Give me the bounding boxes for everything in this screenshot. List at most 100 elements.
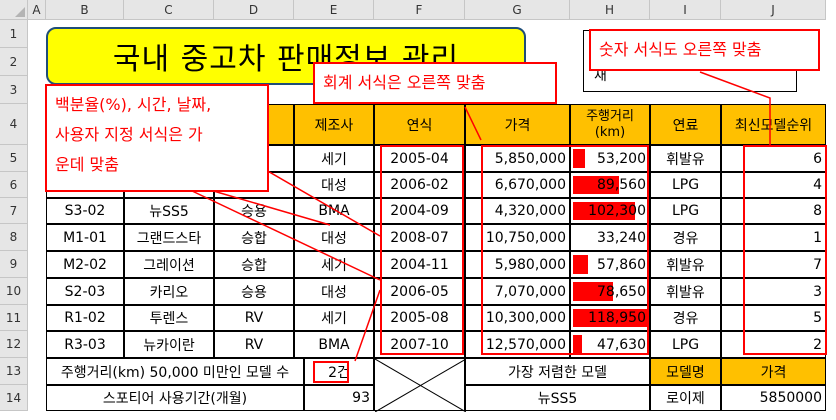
cell-maker[interactable]: 대성 (294, 224, 374, 251)
cell-price[interactable]: 4,320,000 (465, 198, 570, 224)
column-header-f[interactable]: F (374, 0, 465, 20)
callout-percent[interactable]: 백분율(%), 시간, 날짜, 사용자 지정 서식은 가 운데 맞춤 (45, 84, 269, 192)
cell-price[interactable]: 10,300,000 (465, 305, 570, 331)
cell-fuel[interactable]: 휘발유 (650, 278, 721, 305)
row-header-9[interactable]: 9 (0, 251, 28, 278)
column-header-c[interactable]: C (124, 0, 214, 20)
row-header-7[interactable]: 7 (0, 198, 28, 224)
price-value[interactable]: 5850000 (721, 385, 826, 411)
select-all-corner[interactable] (0, 0, 28, 20)
cell-maker[interactable]: 세기 (294, 305, 374, 331)
column-header-j[interactable]: J (721, 0, 826, 20)
header-year[interactable]: 연식 (374, 104, 465, 145)
cell-fuel[interactable]: LPG (650, 172, 721, 198)
callout-number[interactable]: 숫자 서식도 오른쪽 맞춤 (589, 29, 820, 71)
column-header-b[interactable]: B (46, 0, 124, 20)
row-header-1[interactable]: 1 (0, 20, 28, 48)
cell-code[interactable]: M2-02 (46, 251, 124, 278)
cell-type[interactable]: RV (214, 331, 294, 358)
row-header-5[interactable]: 5 (0, 145, 28, 172)
cell-price[interactable]: 5,980,000 (465, 251, 570, 278)
cell-model-text: 뉴카이란 (143, 337, 195, 354)
column-header-g[interactable]: G (465, 0, 570, 20)
callout-accounting[interactable]: 회계 서식은 오른쪽 맞춤 (313, 62, 557, 104)
summary-value-2[interactable]: 93 (304, 385, 374, 411)
cell-fuel[interactable]: 휘발유 (650, 145, 721, 172)
cell-mileage[interactable]: 47,630 (570, 331, 650, 358)
crossed-out-cell[interactable] (374, 358, 466, 412)
cell-type-text: RV (244, 310, 264, 326)
cell-mileage[interactable]: 118,950 (570, 305, 650, 331)
summary-value-1[interactable]: 2건 (304, 358, 374, 385)
cell-price[interactable]: 7,070,000 (465, 278, 570, 305)
row-header-4[interactable]: 4 (0, 104, 28, 145)
row-header-6[interactable]: 6 (0, 172, 28, 198)
model-name-header[interactable]: 모델명 (650, 358, 721, 385)
header-fuel[interactable]: 연료 (650, 104, 721, 145)
cell-fuel[interactable]: 휘발유 (650, 251, 721, 278)
cell-mileage[interactable]: 89,560 (570, 172, 650, 198)
cell-rank-text: 2 (813, 336, 822, 353)
cell-fuel[interactable]: LPG (650, 331, 721, 358)
cell-mileage[interactable]: 33,240 (570, 224, 650, 251)
cell-code[interactable]: S2-03 (46, 278, 124, 305)
row-header-2[interactable]: 2 (0, 48, 28, 76)
model-name-value[interactable]: 로이제 (650, 385, 721, 411)
row-header-10[interactable]: 10 (0, 278, 28, 305)
cell-mileage[interactable]: 53,200 (570, 145, 650, 172)
cell-price[interactable]: 10,750,000 (465, 224, 570, 251)
cell-price[interactable]: 6,670,000 (465, 172, 570, 198)
cell-mileage[interactable]: 57,860 (570, 251, 650, 278)
mileage-databar (573, 282, 614, 301)
column-header-e[interactable]: E (294, 0, 374, 20)
summary-label-2[interactable]: 스포티어 사용기간(개월) (46, 385, 304, 411)
cell-maker[interactable]: 세기 (294, 251, 374, 278)
cell-fuel[interactable]: LPG (650, 198, 721, 224)
cell-fuel-text: 경유 (672, 311, 699, 327)
cell-maker[interactable]: BMA (294, 331, 374, 358)
column-header-i[interactable]: I (650, 0, 721, 20)
cheapest-label[interactable]: 가장 저렴한 모델 (465, 358, 650, 385)
row-header-3[interactable]: 3 (0, 76, 28, 104)
cell-model[interactable]: 뉴SS5 (124, 198, 214, 224)
cell-mileage[interactable]: 102,300 (570, 198, 650, 224)
row-header-13[interactable]: 13 (0, 358, 28, 385)
cell-code[interactable]: R1-02 (46, 305, 124, 331)
row-header-11[interactable]: 11 (0, 305, 28, 331)
cell-model[interactable]: 카리오 (124, 278, 214, 305)
cell-maker[interactable]: 대성 (294, 172, 374, 198)
header-mileage[interactable]: 주행거리 (km) (570, 104, 650, 145)
cell-type[interactable]: 승용 (214, 278, 294, 305)
cell-code[interactable]: R3-03 (46, 331, 124, 358)
cell-model[interactable]: 뉴카이란 (124, 331, 214, 358)
column-header-h[interactable]: H (570, 0, 650, 20)
row-header-12[interactable]: 12 (0, 331, 28, 358)
cell-type[interactable]: 승합 (214, 224, 294, 251)
cell-maker[interactable]: 대성 (294, 278, 374, 305)
price-header[interactable]: 가격 (721, 358, 826, 385)
cell-price[interactable]: 12,570,000 (465, 331, 570, 358)
cell-maker[interactable]: BMA (294, 198, 374, 224)
cell-model[interactable]: 그레이션 (124, 251, 214, 278)
cell-rank-text: 7 (813, 256, 822, 273)
row-header-8[interactable]: 8 (0, 224, 28, 251)
column-header-d[interactable]: D (214, 0, 294, 20)
cell-type[interactable]: RV (214, 305, 294, 331)
header-rank[interactable]: 최신모델순위 (721, 104, 826, 145)
cell-code[interactable]: S3-02 (46, 198, 124, 224)
cell-type[interactable]: 승용 (214, 198, 294, 224)
cell-fuel[interactable]: 경유 (650, 305, 721, 331)
row-header-14[interactable]: 14 (0, 385, 28, 411)
cell-fuel[interactable]: 경유 (650, 224, 721, 251)
column-header-a[interactable]: A (28, 0, 46, 20)
cell-model[interactable]: 투렌스 (124, 305, 214, 331)
cell-mileage[interactable]: 78,650 (570, 278, 650, 305)
cheapest-value[interactable]: 뉴SS5 (465, 385, 650, 411)
summary-label-1[interactable]: 주행거리(km) 50,000 미만인 모델 수 (46, 358, 304, 385)
cell-code[interactable]: M1-01 (46, 224, 124, 251)
header-maker[interactable]: 제조사 (294, 104, 374, 145)
cell-maker[interactable]: 세기 (294, 145, 374, 172)
header-price[interactable]: 가격 (465, 104, 570, 145)
cell-model[interactable]: 그랜드스타 (124, 224, 214, 251)
cell-type[interactable]: 승합 (214, 251, 294, 278)
